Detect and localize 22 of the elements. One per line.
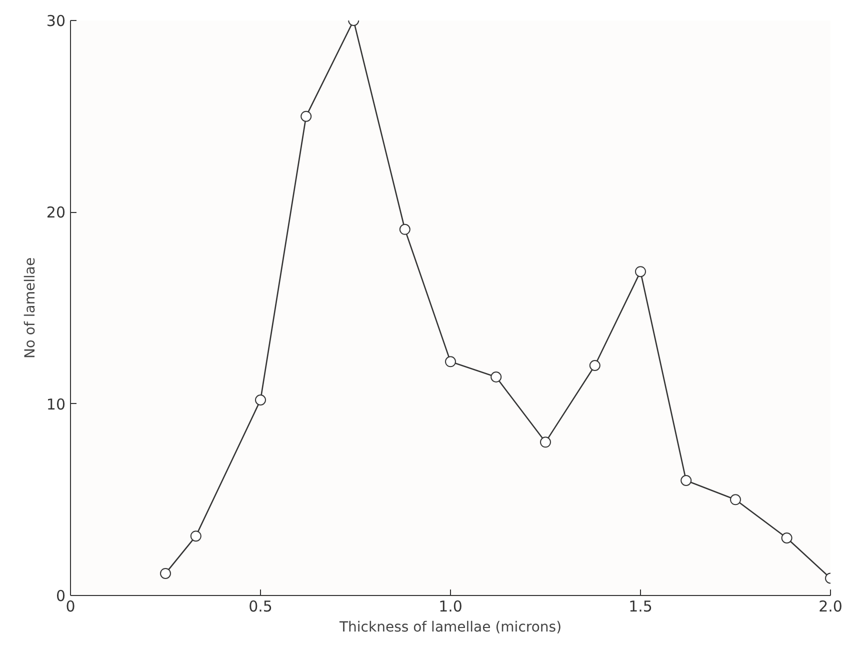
x-axis-title: Thickness of lamellae (microns): [338, 620, 562, 636]
y-tick-label: 10: [46, 395, 66, 414]
point: [589, 360, 600, 371]
x-tick-label: 1.5: [628, 598, 652, 616]
point: [490, 372, 502, 382]
point: [300, 110, 312, 122]
point: [635, 266, 646, 278]
point: [781, 532, 792, 544]
x-tick-label: 0.5: [248, 598, 272, 616]
point: [160, 568, 171, 579]
x-tick-label: 2.0: [818, 598, 842, 616]
point: [680, 475, 692, 486]
point: [540, 436, 551, 448]
y-axis-title: No of lamellae: [22, 257, 38, 359]
point: [190, 530, 202, 542]
x-tick-label: 1.0: [438, 598, 462, 616]
point: [399, 224, 410, 235]
y-tick-label: 20: [46, 204, 66, 222]
point: [730, 494, 741, 506]
point: [255, 394, 266, 406]
point: [445, 356, 456, 368]
y-tick-label: 30: [46, 12, 66, 30]
